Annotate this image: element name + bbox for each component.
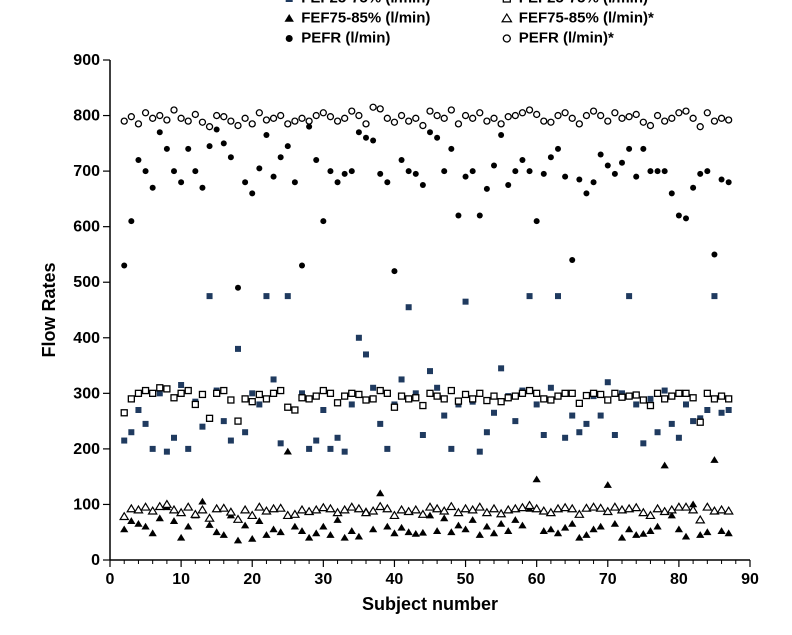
- x-tick-label: 0: [106, 571, 115, 588]
- y-tick-label: 600: [73, 219, 100, 236]
- x-tick-label: 70: [599, 571, 617, 588]
- legend-label-pefr: PEFR (l/min): [301, 30, 390, 47]
- legend-label-fef7585_star: FEF75-85% (l/min)*: [519, 10, 654, 27]
- y-tick-label: 300: [73, 385, 100, 402]
- y-tick-label: 700: [73, 163, 100, 180]
- flow-rates-scatter-chart: 0 100 200 300 400 500 600 700 800 900 0 10 20 30 40 50 6…: [0, 0, 792, 635]
- y-tick-label: 0: [91, 552, 100, 569]
- y-tick-label: 200: [73, 441, 100, 458]
- legend-label-fef2575: FEF25-75% (l/min): [301, 0, 430, 7]
- x-axis-label: Subject number: [362, 594, 498, 614]
- y-tick-label: 800: [73, 108, 100, 125]
- legend-label-fef2575_star: FEF25-75% (l/min)*: [519, 0, 654, 7]
- x-tick-label: 90: [741, 571, 759, 588]
- y-tick-label: 400: [73, 330, 100, 347]
- y-axis-label: Flow Rates: [39, 262, 59, 357]
- x-tick-label: 50: [457, 571, 475, 588]
- x-tick-label: 20: [243, 571, 261, 588]
- x-tick-label: 30: [314, 571, 332, 588]
- x-tick-label: 80: [670, 571, 688, 588]
- legend-label-fef7585: FEF75-85% (l/min): [301, 10, 430, 27]
- y-tick-label: 500: [73, 274, 100, 291]
- x-tick-label: 60: [528, 571, 546, 588]
- x-tick-label: 10: [172, 571, 190, 588]
- x-tick-label: 40: [386, 571, 404, 588]
- y-tick-label: 900: [73, 52, 100, 69]
- y-tick-label: 100: [73, 496, 100, 513]
- legend-label-pefr_star: PEFR (l/min)*: [519, 30, 614, 47]
- chart-svg: 0 100 200 300 400 500 600 700 800 900 0 10 20 30 40 50 6…: [0, 0, 792, 635]
